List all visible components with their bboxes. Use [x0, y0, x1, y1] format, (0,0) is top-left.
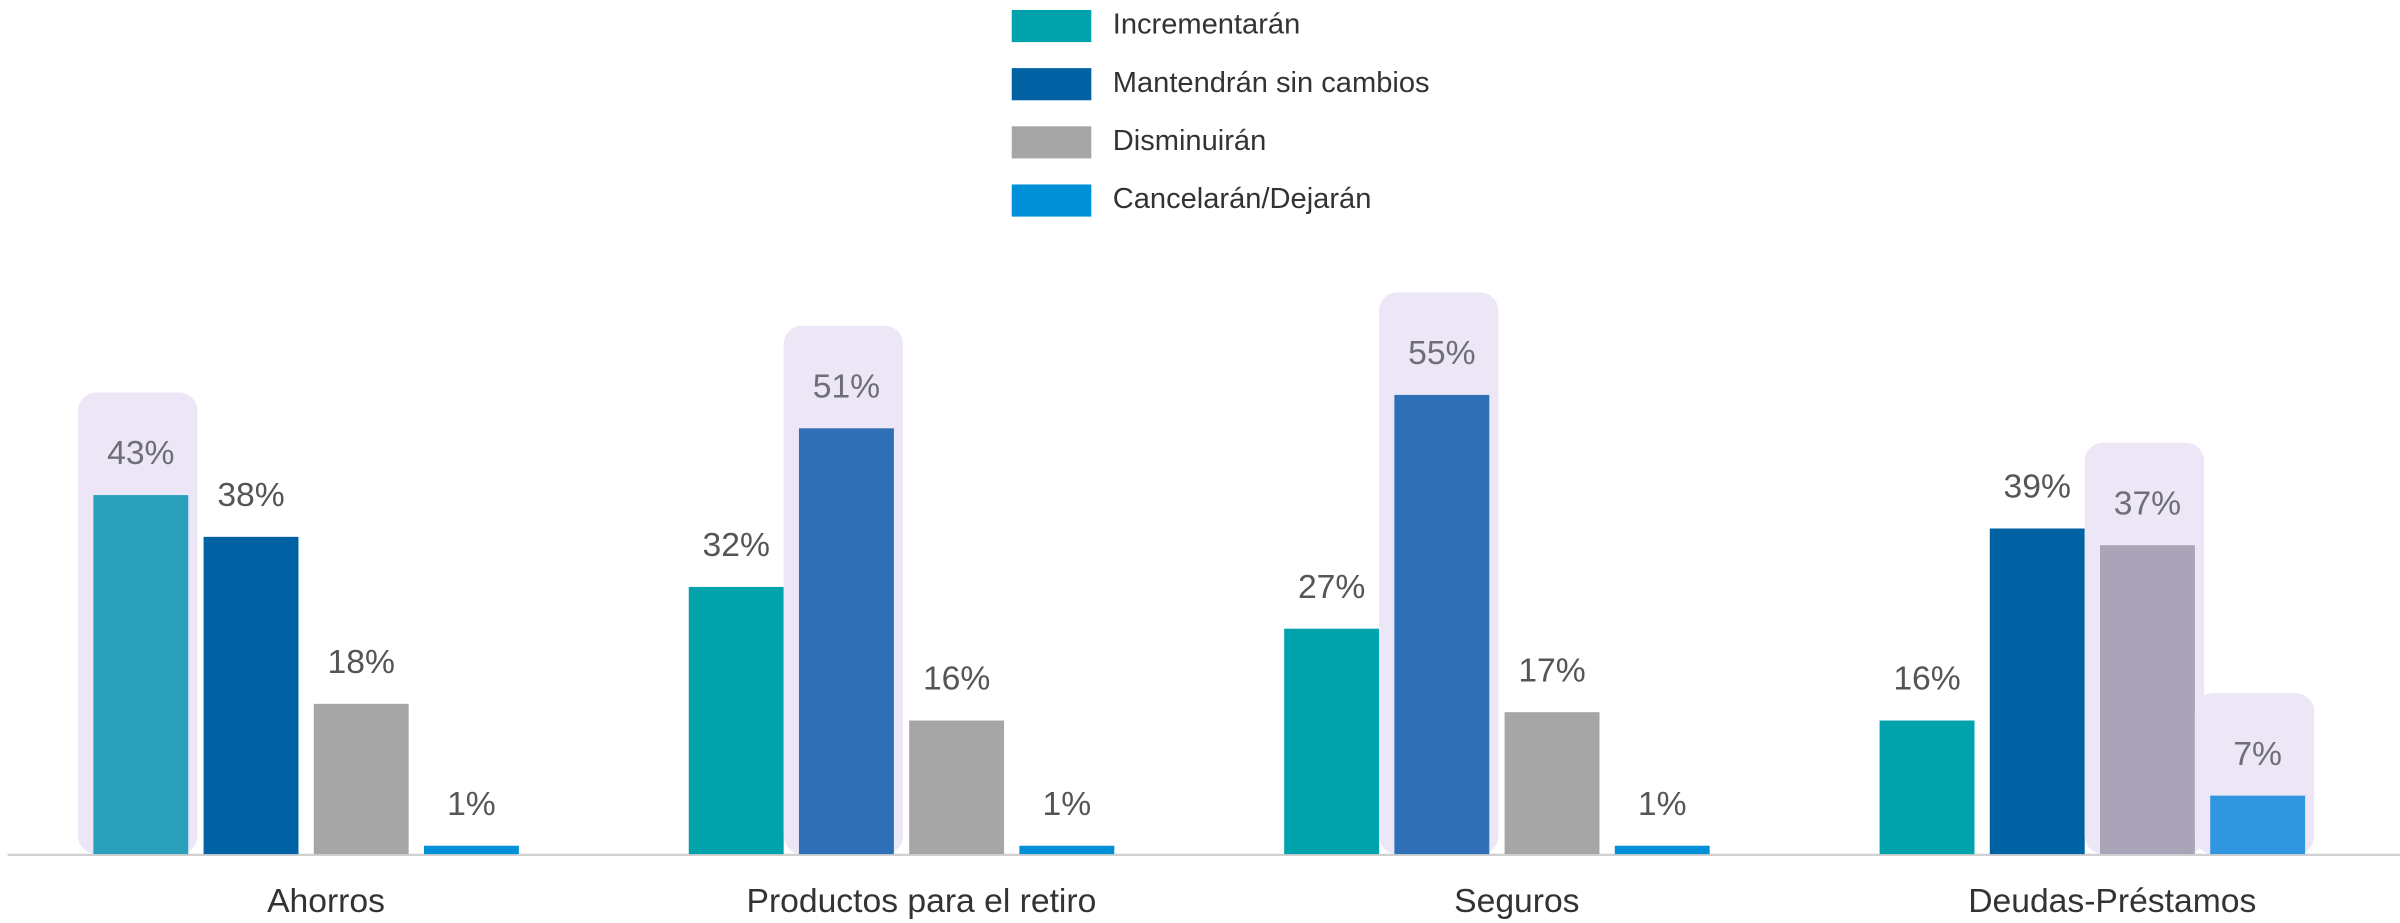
data-label: 39% [2004, 469, 2071, 506]
data-label: 55% [1408, 335, 1475, 372]
bar [798, 428, 894, 855]
x-tick-label: Deudas-Préstamos [1968, 883, 2256, 920]
bar [93, 495, 189, 855]
data-label: 1% [1043, 786, 1092, 823]
data-label: 51% [813, 368, 880, 405]
bar [313, 703, 409, 855]
bar [1019, 845, 1115, 855]
bar [2210, 795, 2306, 855]
data-label: 17% [1518, 652, 1585, 689]
bar [1394, 394, 1490, 855]
bar [2100, 545, 2195, 855]
legend-swatch [1011, 9, 1092, 43]
data-label: 7% [2233, 736, 2282, 773]
legend-label: Disminuirán [1113, 125, 1267, 157]
data-label: 43% [107, 435, 174, 472]
x-tick-label: Productos para el retiro [747, 883, 1097, 920]
bar [203, 536, 299, 855]
bar [1879, 720, 1975, 855]
legend-swatch [1011, 68, 1092, 101]
legend-label: Cancelarán/Dejarán [1113, 183, 1372, 215]
x-tick-label: Ahorros [267, 883, 385, 920]
data-label: 38% [217, 477, 284, 514]
x-tick-label: Seguros [1454, 883, 1579, 920]
bar [1614, 845, 1710, 855]
data-label: 18% [328, 644, 395, 681]
bar [423, 845, 519, 855]
legend-label: Incrementarán [1113, 9, 1301, 41]
data-label: 1% [447, 786, 496, 823]
bar [1284, 628, 1380, 855]
data-label: 16% [923, 661, 990, 698]
legend-swatch [1011, 184, 1092, 217]
bar [1504, 712, 1600, 855]
data-label: 32% [703, 527, 770, 564]
bar [688, 586, 784, 855]
legend-swatch [1011, 126, 1092, 159]
data-label: 16% [1893, 661, 1960, 698]
bar [1989, 528, 2085, 855]
legend-label: Mantendrán sin cambios [1113, 67, 1430, 99]
data-label: 27% [1298, 569, 1365, 606]
data-label: 37% [2114, 485, 2181, 522]
bar [909, 720, 1005, 855]
data-label: 1% [1638, 786, 1687, 823]
